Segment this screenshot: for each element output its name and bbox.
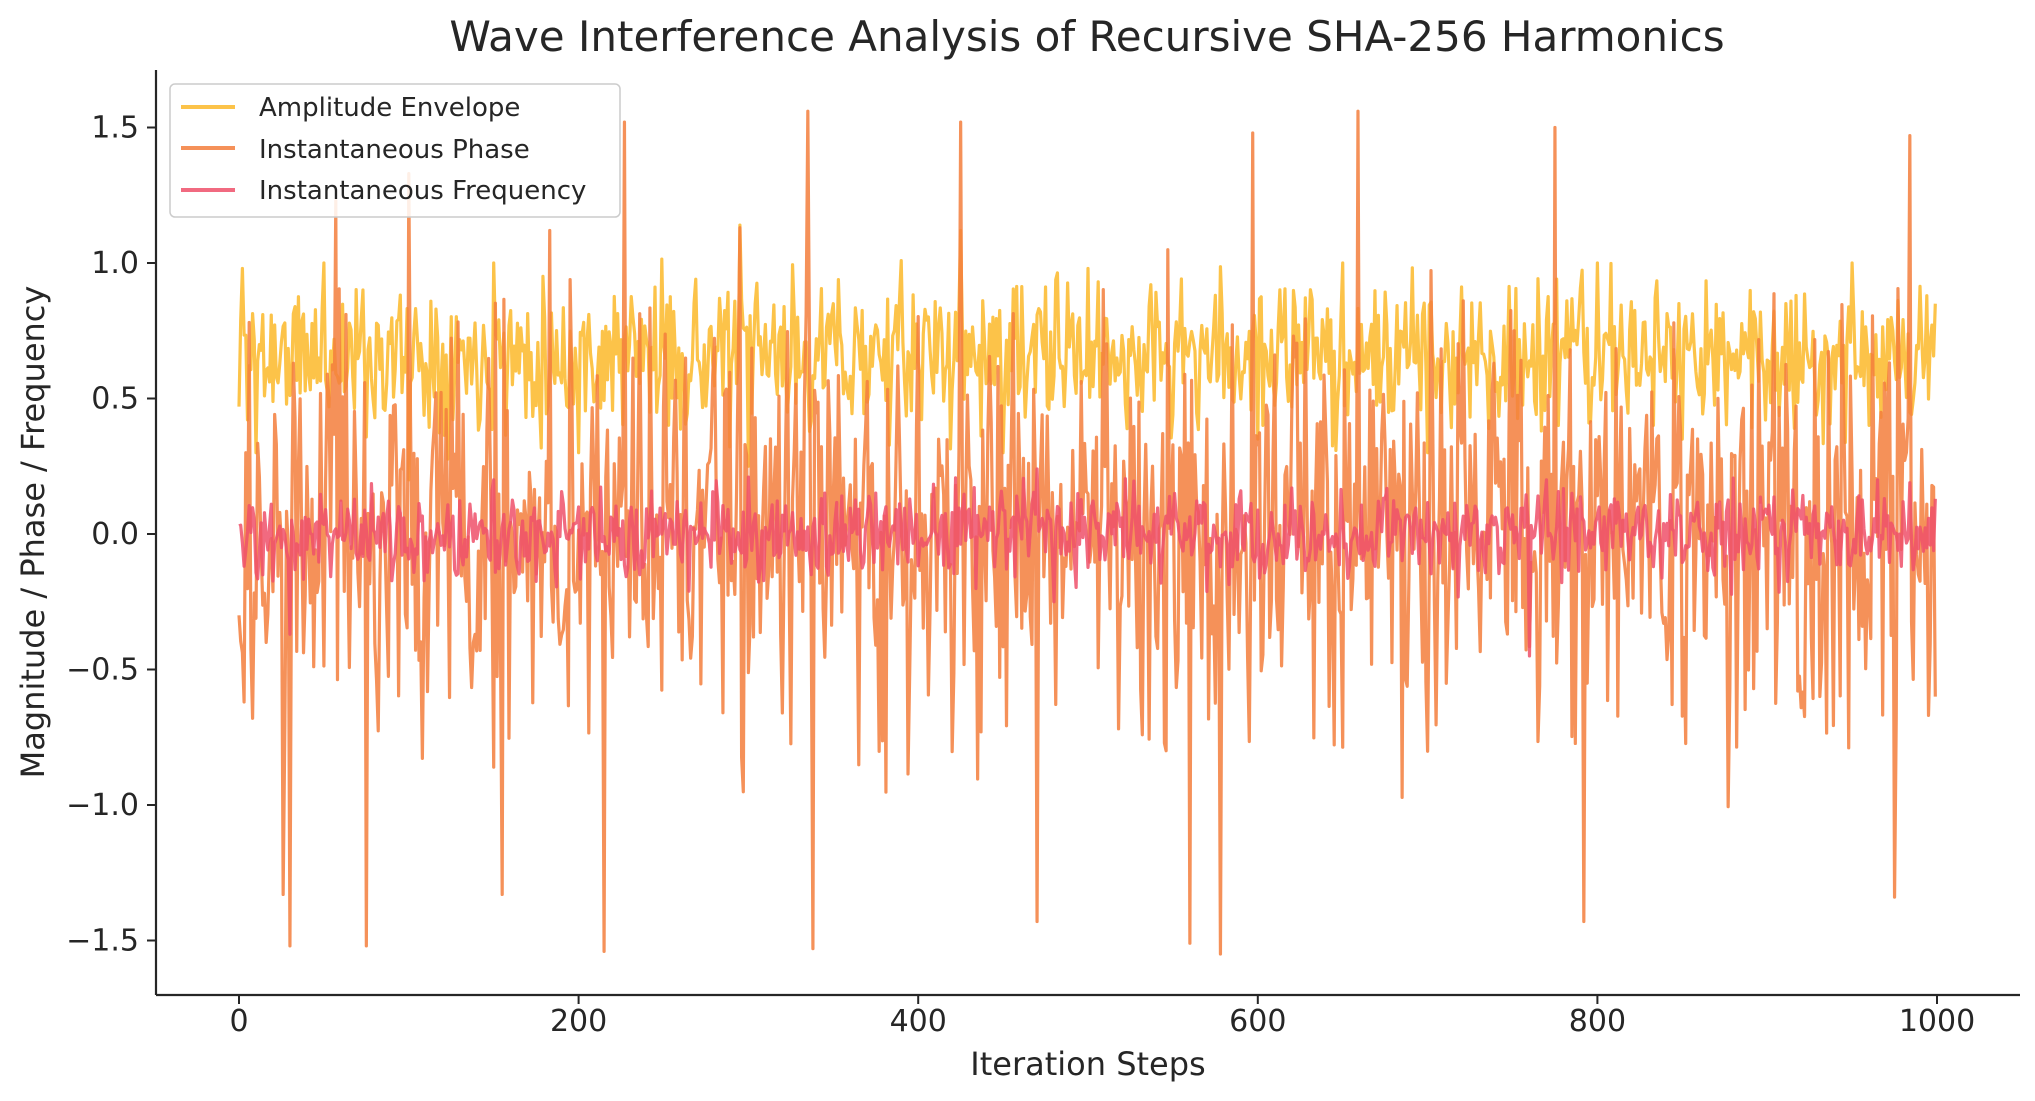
plot-area xyxy=(237,109,1937,956)
x-tick-label: 400 xyxy=(890,1004,947,1039)
x-tick-label: 800 xyxy=(1569,1004,1626,1039)
y-tick-label: −0.5 xyxy=(66,653,139,688)
y-tick-label: −1.5 xyxy=(66,924,139,959)
y-tick-label: 1.0 xyxy=(91,246,139,281)
y-tick-label: 1.5 xyxy=(91,111,139,146)
y-tick-label: 0.5 xyxy=(91,382,139,417)
legend-label-frequency: Instantaneous Frequency xyxy=(259,176,586,206)
y-tick-label: 0.0 xyxy=(91,517,139,552)
series-line-instantaneous-frequency xyxy=(238,467,1937,658)
y-axis-label: Magnitude / Phase / Frequency xyxy=(14,286,52,779)
legend-label-phase: Instantaneous Phase xyxy=(259,135,530,165)
x-tick-label: 200 xyxy=(550,1004,607,1039)
x-axis-label: Iteration Steps xyxy=(970,1045,1205,1083)
x-tick-label: 0 xyxy=(229,1004,248,1039)
y-tick-label: −1.0 xyxy=(66,788,139,823)
legend-label-amplitude: Amplitude Envelope xyxy=(259,93,520,123)
x-tick-label: 600 xyxy=(1229,1004,1286,1039)
y-axis-ticks: 1.5 1.0 0.5 0.0 −0.5 −1.0 −1.5 xyxy=(66,111,156,959)
chart-title: Wave Interference Analysis of Recursive … xyxy=(449,12,1724,61)
legend: Amplitude Envelope Instantaneous Phase I… xyxy=(169,83,621,218)
legend-box xyxy=(169,83,621,218)
x-tick-label: 1000 xyxy=(1899,1004,1975,1039)
x-axis-ticks: 0 200 400 600 800 1000 xyxy=(229,995,1975,1039)
